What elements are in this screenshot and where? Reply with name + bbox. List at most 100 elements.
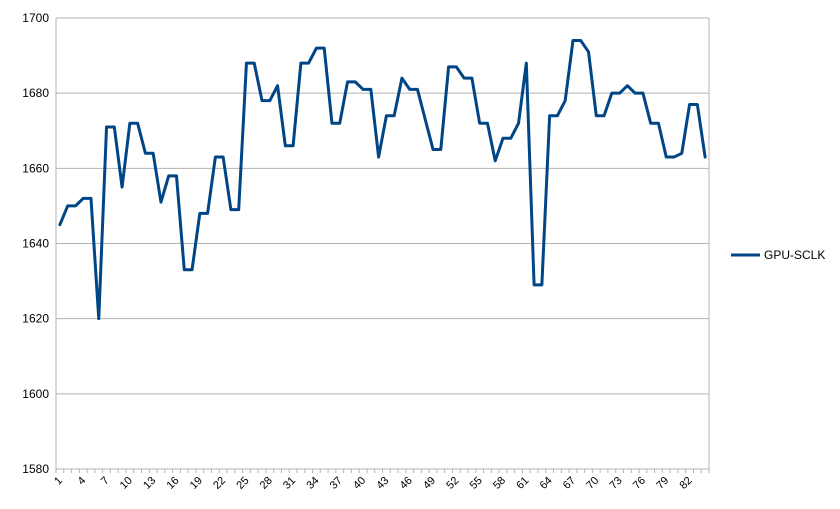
- data-point: [377, 156, 380, 159]
- x-tick-label: 79: [654, 475, 671, 492]
- data-point: [408, 88, 411, 91]
- data-point: [74, 204, 77, 207]
- data-point: [587, 50, 590, 53]
- data-point: [455, 65, 458, 68]
- data-point: [704, 156, 707, 159]
- x-tick-label: 73: [608, 475, 625, 492]
- data-point: [603, 114, 606, 117]
- data-point: [680, 152, 683, 155]
- data-point: [307, 62, 310, 65]
- data-point: [665, 156, 668, 159]
- data-point: [509, 137, 512, 140]
- data-point: [517, 122, 520, 125]
- data-point: [237, 208, 240, 211]
- data-point: [214, 156, 217, 159]
- data-point: [330, 122, 333, 125]
- data-point: [346, 80, 349, 83]
- y-tick-label: 1680: [22, 86, 49, 100]
- data-point: [649, 122, 652, 125]
- data-point: [470, 77, 473, 80]
- data-point: [610, 92, 613, 95]
- data-point: [463, 77, 466, 80]
- data-point: [688, 103, 691, 106]
- data-point: [634, 92, 637, 95]
- data-point: [626, 84, 629, 87]
- data-point: [393, 114, 396, 117]
- data-point: [183, 268, 186, 271]
- x-tick-labels: 1 4 7 10 13 16 19 22 25 28 31 34 37 40 43 46 49 52 55 58 61 6…: [52, 475, 694, 492]
- data-point: [439, 148, 442, 151]
- data-point: [657, 122, 660, 125]
- data-point: [105, 125, 108, 128]
- data-point: [315, 47, 318, 50]
- x-tick-label: 34: [304, 475, 321, 492]
- x-tick-label: 7: [99, 475, 112, 488]
- y-tick-label: 1640: [22, 237, 49, 251]
- x-tick-label: 82: [678, 475, 695, 492]
- data-point: [564, 99, 567, 102]
- data-point: [673, 156, 676, 159]
- data-point: [323, 47, 326, 50]
- x-tick-label: 40: [351, 475, 368, 492]
- data-point: [198, 212, 201, 215]
- data-point: [191, 268, 194, 271]
- x-tick-label: 19: [188, 475, 205, 492]
- x-tick-label: 16: [164, 475, 181, 492]
- data-point: [222, 156, 225, 159]
- data-point: [58, 223, 61, 226]
- x-tick-label: 67: [561, 475, 578, 492]
- series-line-gpu-sclk: [58, 39, 707, 321]
- data-point: [167, 174, 170, 177]
- data-point: [136, 122, 139, 125]
- axes: [55, 18, 710, 473]
- data-point: [416, 88, 419, 91]
- data-point: [89, 197, 92, 200]
- y-tick-label: 1700: [22, 11, 49, 25]
- data-point: [245, 62, 248, 65]
- data-point: [128, 122, 131, 125]
- data-point: [82, 197, 85, 200]
- data-point: [292, 144, 295, 147]
- data-point: [113, 125, 116, 128]
- data-point: [385, 114, 388, 117]
- data-point: [121, 186, 124, 189]
- data-point: [556, 114, 559, 117]
- x-tick-label: 64: [538, 475, 555, 492]
- data-point: [432, 148, 435, 151]
- data-point: [595, 114, 598, 117]
- x-tick-label: 37: [328, 475, 345, 492]
- x-tick-label: 22: [211, 475, 228, 492]
- y-tick-label: 1620: [22, 312, 49, 326]
- x-tick-label: 70: [584, 475, 601, 492]
- data-point: [276, 84, 279, 87]
- data-point: [284, 144, 287, 147]
- data-point: [525, 62, 528, 65]
- data-point: [97, 317, 100, 320]
- x-tick-label: 1: [52, 475, 65, 488]
- x-tick-label: 43: [374, 475, 391, 492]
- x-tick-label: 10: [118, 475, 135, 492]
- data-point: [501, 137, 504, 140]
- data-point: [400, 77, 403, 80]
- data-point: [548, 114, 551, 117]
- data-point: [494, 159, 497, 162]
- data-point: [159, 201, 162, 204]
- data-point: [299, 62, 302, 65]
- data-point: [206, 212, 209, 215]
- data-point: [696, 103, 699, 106]
- data-point: [571, 39, 574, 42]
- x-tick-label: 13: [141, 475, 158, 492]
- y-tick-label: 1660: [22, 161, 49, 175]
- data-point: [66, 204, 69, 207]
- data-point: [338, 122, 341, 125]
- legend-label: GPU-SCLK: [764, 248, 825, 262]
- data-point: [424, 118, 427, 121]
- data-point: [229, 208, 232, 211]
- x-tick-label: 61: [514, 475, 531, 492]
- x-tick-label: 25: [234, 475, 251, 492]
- legend: GPU-SCLK: [731, 248, 825, 262]
- x-tick-label: 28: [258, 475, 275, 492]
- x-tick-label: 4: [76, 475, 89, 488]
- data-point: [533, 283, 536, 286]
